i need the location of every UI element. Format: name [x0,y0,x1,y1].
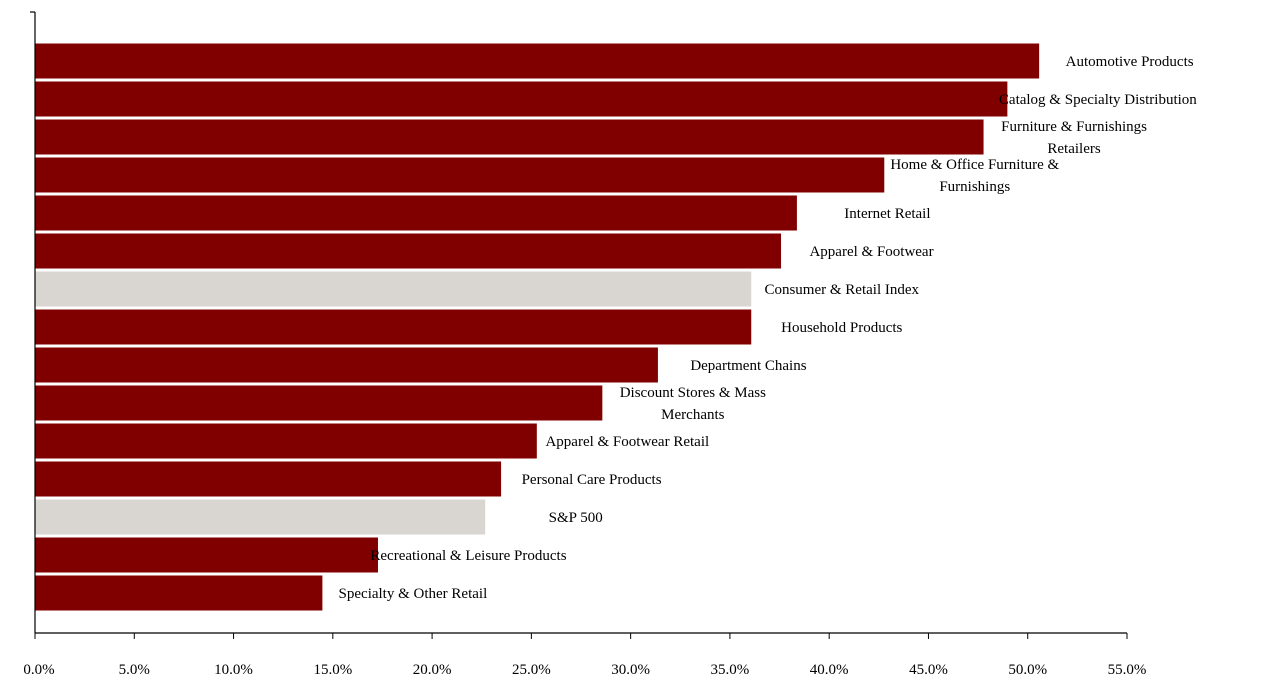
x-tick-label-4: 15.0% [313,662,352,678]
bar-label-1: Automotive Products [1066,54,1194,70]
x-ticks-group: 0.0% 5.0% 10.0% 15.0% 20.0% 25.0% 30.0% 35.0% 40… [23,633,1146,678]
bar-11 [34,422,538,460]
bar-13 [34,498,487,536]
x-tick-label-5: 20.0% [413,662,452,678]
bar-3 [34,118,985,156]
x-tick-label-11: 50.0% [1008,662,1047,678]
x-tick-label-3: 10.0% [214,662,253,678]
bar-label-15: Specialty & Other Retail [339,586,488,602]
bar-label-8: Household Products [781,320,902,336]
bar-4 [34,156,886,194]
bar-2 [34,80,1009,118]
x-tick-label-1: 0.0% [23,662,54,678]
bar-label-6: Apparel & Footwear [809,244,933,260]
bar-6 [34,232,783,270]
bar-label-5: Internet Retail [844,206,930,222]
bar-label-2: Catalog & Specialty Distribution [999,92,1197,108]
bar-9 [34,346,659,384]
bar-7 [34,270,753,308]
bar-15 [34,574,324,612]
bars-group [34,42,1041,612]
x-tick-label-2: 5.0% [119,662,150,678]
bar-labels-group: Automotive Products Catalog & Specialty D… [339,54,1198,602]
bar-label-7: Consumer & Retail Index [764,282,919,298]
bar-label-14: Recreational & Leisure Products [370,548,566,564]
x-tick-label-8: 35.0% [711,662,750,678]
bar-label-13: S&P 500 [549,510,603,526]
x-tick-label-9: 40.0% [810,662,849,678]
bar-5 [34,194,798,232]
bar-label-12: Personal Care Products [522,472,662,488]
bar-label-11: Apparel & Footwear Retail [545,434,709,450]
bar-14 [34,536,379,574]
bar-label-9: Department Chains [690,358,806,374]
x-tick-label-6: 25.0% [512,662,551,678]
x-tick-label-10: 45.0% [909,662,948,678]
bar-label-10: Discount Stores & Mass Merchants [620,385,766,423]
bar-label-4: Home & Office Furniture & Furnishings [890,157,1059,195]
bar-8 [34,308,753,346]
bar-label-3: Furniture & Furnishings Retailers [1001,119,1147,157]
x-tick-label-12: 55.0% [1108,662,1147,678]
bar-12 [34,460,503,498]
bar-10 [34,384,604,422]
x-tick-label-7: 30.0% [611,662,650,678]
axes-group [30,11,1127,634]
bar-1 [34,42,1041,80]
